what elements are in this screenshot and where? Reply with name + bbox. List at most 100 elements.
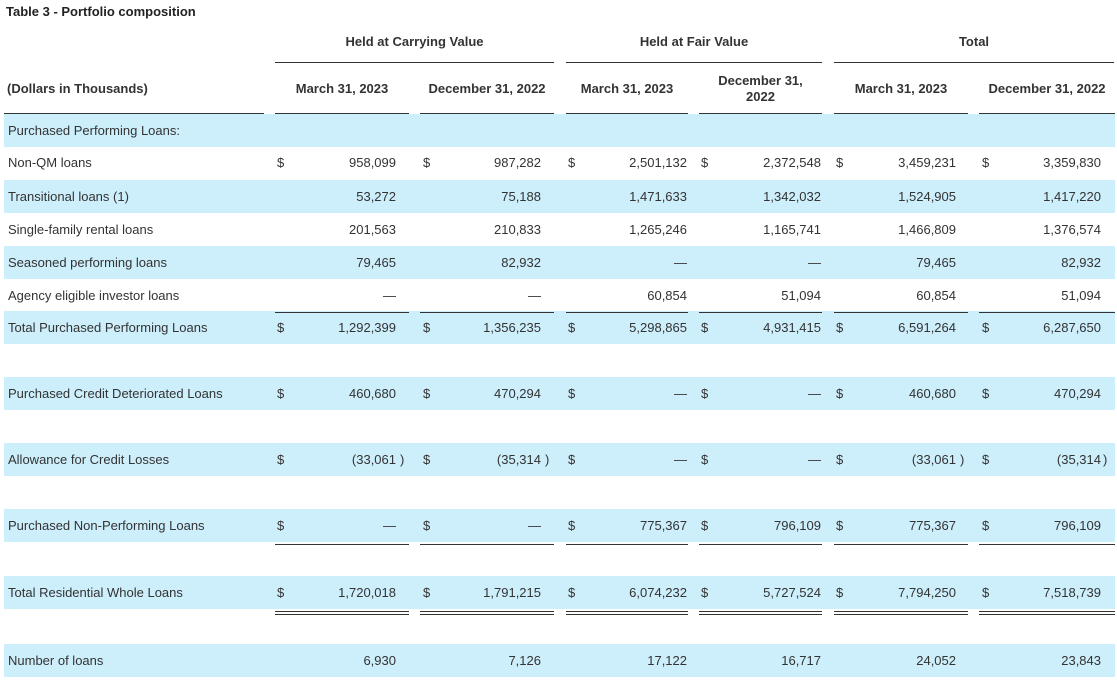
value-cell: —: [808, 255, 821, 270]
value-cell: 470,294: [494, 386, 541, 401]
value-cell: 958,099: [349, 155, 396, 170]
col-header-label: (Dollars in Thousands): [7, 81, 148, 96]
dollar-sign: $: [568, 386, 576, 401]
table-row: Total Residential Whole Loans $1,720,018 $…: [4, 576, 1115, 609]
value-cell: —: [674, 255, 687, 270]
dollar-sign: $: [277, 155, 285, 170]
row-label: Total Residential Whole Loans: [8, 585, 183, 600]
dollar-sign: $: [836, 155, 844, 170]
value-cell: 1,292,399: [338, 320, 396, 335]
col-header-fv-dec: December 31, 2022: [718, 73, 803, 104]
dollar-sign: $: [836, 452, 844, 467]
value-cell: —: [383, 518, 396, 533]
value-cell: 1,417,220: [1043, 189, 1101, 204]
header-rule: [566, 113, 688, 114]
group-rule-carrying: [275, 62, 554, 63]
total-rule: [979, 544, 1115, 545]
value-cell: 775,367: [640, 518, 687, 533]
value-cell: 79,465: [916, 255, 956, 270]
row-label: Purchased Credit Deteriorated Loans: [8, 386, 223, 401]
dollar-sign: $: [701, 155, 709, 170]
value-cell: 17,122: [647, 653, 687, 668]
value-cell: 1,265,246: [629, 222, 687, 237]
close-paren: ): [400, 452, 405, 467]
value-cell: 5,298,865: [629, 320, 687, 335]
group-header-total: Total: [958, 34, 990, 49]
dollar-sign: $: [423, 386, 431, 401]
value-cell: —: [674, 386, 687, 401]
row-label: Allowance for Credit Losses: [8, 452, 170, 467]
dollar-sign: $: [277, 518, 285, 533]
dollar-sign: $: [701, 386, 709, 401]
value-cell: (33,061: [351, 452, 396, 467]
value-cell: 1,720,018: [338, 585, 396, 600]
total-rule: [275, 312, 409, 313]
dollar-sign: $: [423, 155, 431, 170]
row-label: Transitional loans (1): [8, 189, 129, 204]
table-row: Purchased Non-Performing Loans $ — $ — $775,3…: [4, 509, 1115, 542]
value-cell: 75,188: [501, 189, 541, 204]
value-cell: 82,932: [501, 255, 541, 270]
col-header-cv-dec: December 31, 2022: [428, 81, 546, 96]
value-cell: 7,794,250: [898, 585, 956, 600]
double-rule: [979, 611, 1115, 615]
value-cell: 1,791,215: [483, 585, 541, 600]
row-label: Purchased Non-Performing Loans: [8, 518, 205, 533]
dollar-sign: $: [423, 518, 431, 533]
dollar-sign: $: [568, 585, 576, 600]
dollar-sign: $: [701, 320, 709, 335]
dollar-sign: $: [982, 452, 990, 467]
table-row: Allowance for Credit Losses $ (33,061) $ (35…: [4, 443, 1115, 476]
dollar-sign: $: [836, 320, 844, 335]
dollar-sign: $: [982, 386, 990, 401]
row-label: Purchased Performing Loans:: [8, 123, 180, 138]
value-cell: 6,930: [363, 653, 396, 668]
dollar-sign: $: [277, 320, 285, 335]
header-rule: [4, 113, 264, 114]
row-label: Single-family rental loans: [8, 222, 154, 237]
total-rule: [420, 312, 554, 313]
group-header-carrying: Held at Carrying Value: [345, 34, 484, 49]
value-cell: 1,471,633: [629, 189, 687, 204]
value-cell: 6,287,650: [1043, 320, 1101, 335]
value-cell: 5,727,524: [763, 585, 821, 600]
value-cell: —: [808, 386, 821, 401]
col-header-fv-mar: March 31, 2023: [580, 81, 674, 96]
header-rule: [420, 113, 554, 114]
col-header-cv-mar: March 31, 2023: [295, 81, 389, 96]
dollar-sign: $: [568, 518, 576, 533]
col-header-tot-mar: March 31, 2023: [854, 81, 948, 96]
total-rule: [566, 312, 688, 313]
value-cell: 460,680: [349, 386, 396, 401]
value-cell: 460,680: [909, 386, 956, 401]
table-row: Seasoned performing loans 79,465 82,932 — — 7…: [4, 246, 1115, 279]
table-row: Total Purchased Performing Loans $1,292,3…: [4, 311, 1115, 344]
header-rule: [979, 113, 1115, 114]
total-rule: [979, 312, 1115, 313]
row-label: Total Purchased Performing Loans: [8, 320, 208, 335]
value-cell: 3,359,830: [1043, 155, 1101, 170]
table-row: Non-QM loans $958,099 $987,282 $2,501,132 $2…: [4, 146, 1115, 179]
value-cell: 51,094: [781, 288, 821, 303]
dollar-sign: $: [701, 518, 709, 533]
value-cell: 3,459,231: [898, 155, 956, 170]
total-rule: [275, 544, 409, 545]
value-cell: (33,061: [911, 452, 956, 467]
double-rule: [566, 611, 688, 615]
dollar-sign: $: [423, 585, 431, 600]
table-caption: Table 3 - Portfolio composition: [6, 4, 196, 19]
group-rule-total: [834, 62, 1114, 63]
total-rule: [834, 312, 968, 313]
value-cell: 1,524,905: [898, 189, 956, 204]
value-cell: (35,314: [496, 452, 541, 467]
value-cell: 6,591,264: [898, 320, 956, 335]
dollar-sign: $: [836, 585, 844, 600]
dollar-sign: $: [982, 320, 990, 335]
total-rule: [420, 544, 554, 545]
row-label: Seasoned performing loans: [8, 255, 167, 270]
double-rule: [275, 611, 409, 615]
table-row: Agency eligible investor loans — — 60,854 51…: [4, 279, 1115, 312]
value-cell: 987,282: [494, 155, 541, 170]
value-cell: 2,501,132: [629, 155, 687, 170]
dollar-sign: $: [423, 452, 431, 467]
